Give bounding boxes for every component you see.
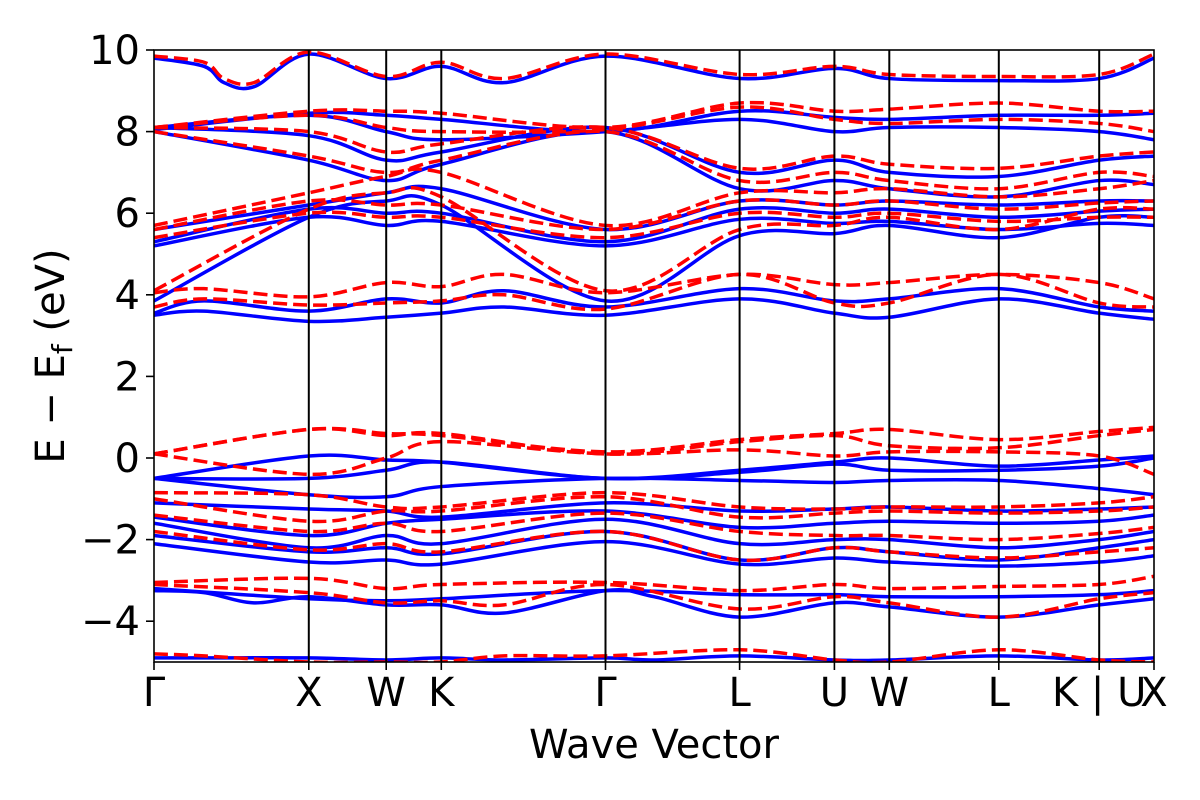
solid-band-line bbox=[154, 109, 1154, 134]
dashed-band-line bbox=[154, 105, 1154, 134]
k-point-label: K bbox=[428, 670, 456, 716]
solid-band-line bbox=[154, 509, 1154, 538]
dashed-band-line bbox=[154, 495, 1154, 524]
y-axis-label-subscript: f bbox=[46, 343, 79, 354]
y-tick-label: 4 bbox=[115, 273, 140, 319]
dashed-band-line bbox=[154, 425, 1154, 456]
dashed-band-line bbox=[154, 529, 1154, 563]
dashed-band-line bbox=[154, 582, 1154, 619]
solid-band-line bbox=[154, 52, 1154, 91]
solid-band-line bbox=[154, 205, 1154, 244]
high-symmetry-lines bbox=[307, 50, 1101, 662]
solid-band-line bbox=[154, 654, 1154, 662]
k-point-label: Γ bbox=[143, 670, 166, 716]
dashed-band-line bbox=[154, 167, 1154, 228]
dashed-band-line bbox=[154, 129, 1154, 191]
y-tick-label: 8 bbox=[115, 110, 140, 156]
solid-band-line bbox=[154, 184, 1154, 232]
dashed-band-line bbox=[154, 125, 1154, 171]
y-tick-label: 2 bbox=[115, 354, 140, 400]
dashed-band-line bbox=[154, 574, 1154, 593]
dashed-band-line bbox=[154, 511, 1154, 542]
dashed-band-line bbox=[154, 198, 1154, 232]
dashed-band-line bbox=[154, 490, 1154, 511]
plot-frame bbox=[153, 49, 1155, 663]
y-axis-label: E − Ef (eV) bbox=[28, 248, 79, 463]
solid-band-line bbox=[154, 113, 1154, 142]
x-axis-label: Wave Vector bbox=[529, 722, 780, 768]
solid-band-line bbox=[154, 586, 1154, 603]
y-axis-label-main: E − E bbox=[28, 354, 74, 464]
k-point-label: W bbox=[366, 670, 406, 716]
solid-band-line bbox=[154, 517, 1154, 550]
dashed-band-line bbox=[154, 186, 1154, 293]
y-tick-label: 10 bbox=[89, 28, 140, 74]
dashed-band-line bbox=[154, 50, 1154, 87]
k-point-label: K | U bbox=[1052, 670, 1146, 716]
dashed-band-line bbox=[154, 100, 1154, 130]
solid-band-line bbox=[154, 194, 1154, 303]
k-point-label: U bbox=[820, 670, 849, 716]
dashed-band-line bbox=[154, 210, 1154, 240]
y-tick-label: 0 bbox=[115, 436, 140, 482]
solid-band-line bbox=[154, 476, 1154, 500]
y-tick-label: 6 bbox=[115, 191, 140, 237]
solid-band-line bbox=[154, 539, 1154, 568]
y-axis-ticks: −4 −2 0 2 4 6 8 10 bbox=[81, 28, 154, 645]
y-axis-label-unit: (eV) bbox=[28, 248, 74, 344]
solid-band-line bbox=[154, 453, 1154, 481]
solid-band-line bbox=[154, 501, 1154, 520]
k-point-label: Γ bbox=[594, 670, 617, 716]
y-tick-label: −4 bbox=[81, 599, 140, 645]
k-point-label: X bbox=[295, 670, 322, 716]
k-point-label: L bbox=[988, 670, 1011, 716]
k-point-label: L bbox=[728, 670, 751, 716]
solid-band-line bbox=[154, 125, 1154, 179]
band-series bbox=[154, 50, 1154, 662]
k-point-label: W bbox=[870, 670, 910, 716]
dashed-band-line bbox=[154, 439, 1154, 477]
y-tick-label: −2 bbox=[81, 518, 140, 564]
k-point-label: X bbox=[1140, 670, 1167, 716]
